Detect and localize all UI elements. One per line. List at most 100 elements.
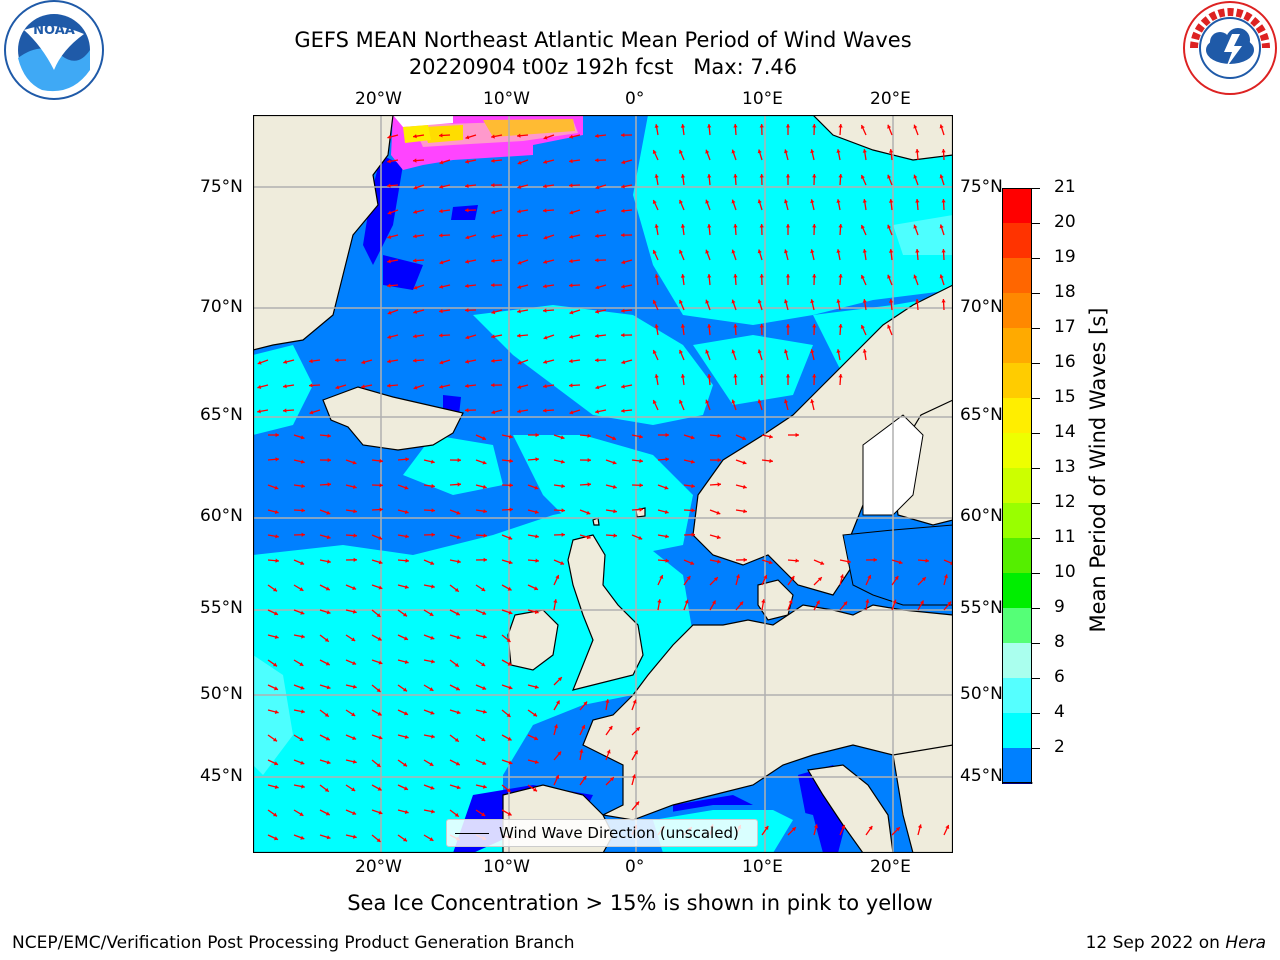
wave-direction-arrowhead-161 (569, 310, 574, 315)
wave-direction-arrowhead-110 (387, 259, 391, 264)
colorbar-tick-label-1: 20 (1054, 212, 1076, 232)
wave-direction-arrowhead-56 (707, 174, 712, 178)
wave-direction-arrowhead-490 (376, 763, 381, 767)
lon-label-bottom-10e: 10°E (742, 857, 783, 877)
wave-direction-arrowhead-277 (300, 459, 305, 464)
gridlines (253, 115, 953, 853)
colorbar-under-triangle (1001, 782, 1033, 813)
wave-direction-arrowhead-384 (481, 587, 486, 591)
wave-direction-arrowhead-95 (569, 234, 574, 239)
colorbar-segment-2 (1002, 258, 1032, 293)
wave-direction-arrowhead-125 (784, 249, 789, 254)
colorbar-tick-label-13: 8 (1054, 632, 1065, 652)
colorbar-segment-1 (1002, 223, 1032, 258)
wave-direction-arrowhead-200 (361, 360, 366, 365)
wave-direction-arrowhead-35 (731, 149, 736, 154)
wave-direction-arrowhead-77 (679, 199, 683, 204)
wave-direction-arrowhead-526 (635, 801, 640, 806)
wave-direction-arrowhead-147 (785, 274, 791, 278)
wave-direction-arrowhead-263 (482, 436, 486, 441)
wave-direction-arrowhead-180 (491, 334, 495, 339)
wave-direction-arrowhead-478 (454, 737, 459, 742)
wave-direction-arrowhead-20 (913, 124, 918, 129)
wave-direction-arrowhead-458 (324, 712, 329, 717)
wave-direction-arrowhead-313 (717, 482, 721, 487)
lon-label-top-20w: 20°W (355, 89, 402, 109)
wave-direction-arrowhead-430 (430, 635, 435, 640)
wave-direction-arrowhead-91 (465, 235, 470, 240)
wave-direction-arrowhead-513 (582, 776, 587, 780)
wave-direction-arrowhead-523 (454, 812, 459, 817)
wave-direction-arrowhead-111 (413, 258, 417, 263)
wave-direction-arrowhead-479 (481, 737, 486, 741)
noaa-logo-text: NOAA (33, 23, 75, 38)
wave-direction-arrowhead-505 (377, 786, 382, 791)
wave-direction-arrowhead-333 (743, 509, 747, 514)
wave-direction-arrowhead-5 (517, 133, 521, 138)
wave-direction-arrowhead-157 (465, 308, 469, 313)
wave-direction-arrowhead-225 (387, 383, 391, 388)
lon-label-top-10e: 10°E (742, 89, 783, 109)
wave-direction-arrowhead-71 (517, 209, 521, 214)
wave-direction-arrowhead-325 (534, 509, 539, 514)
wave-direction-arrowhead-238 (733, 374, 738, 378)
wave-direction-arrowhead-289 (612, 460, 617, 465)
wave-direction-arrowhead-339 (405, 534, 409, 539)
wave-direction-arrowhead-465 (506, 713, 511, 717)
wave-direction-arrowhead-319 (379, 507, 383, 512)
wave-direction-arrowhead-372 (873, 557, 877, 562)
wave-direction-arrowhead-335 (301, 532, 305, 537)
wave-direction-arrowhead-120 (652, 250, 657, 254)
wave-direction-arrowhead-514 (609, 777, 614, 782)
wave-direction-arrowhead-385 (507, 586, 512, 591)
wave-direction-arrowhead-43 (941, 149, 946, 153)
wave-direction-arrowhead-400 (274, 611, 278, 616)
colorbar-segment-15 (1002, 713, 1032, 748)
wave-direction-arrowhead-247 (491, 410, 496, 415)
wave-direction-arrowhead-25 (465, 159, 469, 164)
colorbar-tick-label-0: 21 (1054, 177, 1076, 197)
wave-direction-arrowhead-296 (274, 485, 279, 490)
wave-direction-arrowhead-102 (759, 224, 764, 228)
wave-direction-arrowhead-303 (457, 482, 461, 487)
wave-direction-arrowhead-330 (664, 509, 669, 514)
wave-direction-arrowhead-364 (665, 558, 669, 563)
wave-direction-arrowhead-433 (506, 638, 511, 642)
wave-direction-arrowhead-54 (654, 174, 659, 178)
wave-direction-arrowhead-386 (534, 586, 538, 591)
wave-direction-arrowhead-83 (836, 199, 841, 203)
colorbar-segment-11 (1002, 573, 1032, 608)
colorbar-segment-12 (1002, 608, 1032, 643)
wave-direction-arrowhead-133 (413, 285, 418, 290)
wave-direction-arrowhead-127 (836, 249, 841, 253)
wave-direction-arrowhead-283 (457, 458, 461, 463)
wave-direction-arrowhead-67 (413, 209, 418, 214)
wave-direction-arrowhead-497 (557, 751, 562, 756)
wave-direction-arrowhead-194 (860, 325, 865, 329)
wave-direction-arrowhead-307 (561, 483, 565, 489)
wave-direction-arrowhead-294 (742, 460, 747, 465)
wave-direction-arrowhead-527 (274, 836, 278, 841)
wave-direction-arrowhead-456 (274, 709, 279, 714)
wave-direction-arrowhead-311 (664, 485, 669, 490)
wave-direction-arrowhead-244 (283, 408, 287, 413)
wave-direction-arrowhead-205 (491, 358, 495, 363)
colorbar-tick-mark-10 (1032, 538, 1040, 539)
colorbar-segment-9 (1002, 503, 1032, 538)
wave-direction-arrowhead-530 (352, 834, 357, 839)
wave-direction-arrowhead-518 (325, 811, 330, 816)
wave-direction-arrowhead-114 (491, 258, 495, 263)
wave-direction-arrowhead-29 (569, 158, 573, 164)
wave-direction-arrowhead-15 (785, 124, 791, 128)
wave-direction-arrowhead-271 (690, 435, 695, 440)
wave-direction-arrowhead-49 (517, 184, 522, 189)
wave-direction-arrowhead-267 (587, 433, 591, 438)
wave-direction-arrowhead-243 (257, 409, 261, 414)
wave-direction-arrowhead-30 (595, 158, 599, 163)
wave-direction-arrowhead-493 (455, 761, 460, 766)
wave-direction-arrowhead-121 (679, 249, 683, 254)
wave-direction-arrowhead-116 (543, 259, 548, 264)
wave-direction-arrowhead-75 (621, 208, 625, 213)
colorbar-tick-mark-13 (1032, 643, 1040, 644)
wave-direction-arrowhead-503 (324, 787, 329, 792)
